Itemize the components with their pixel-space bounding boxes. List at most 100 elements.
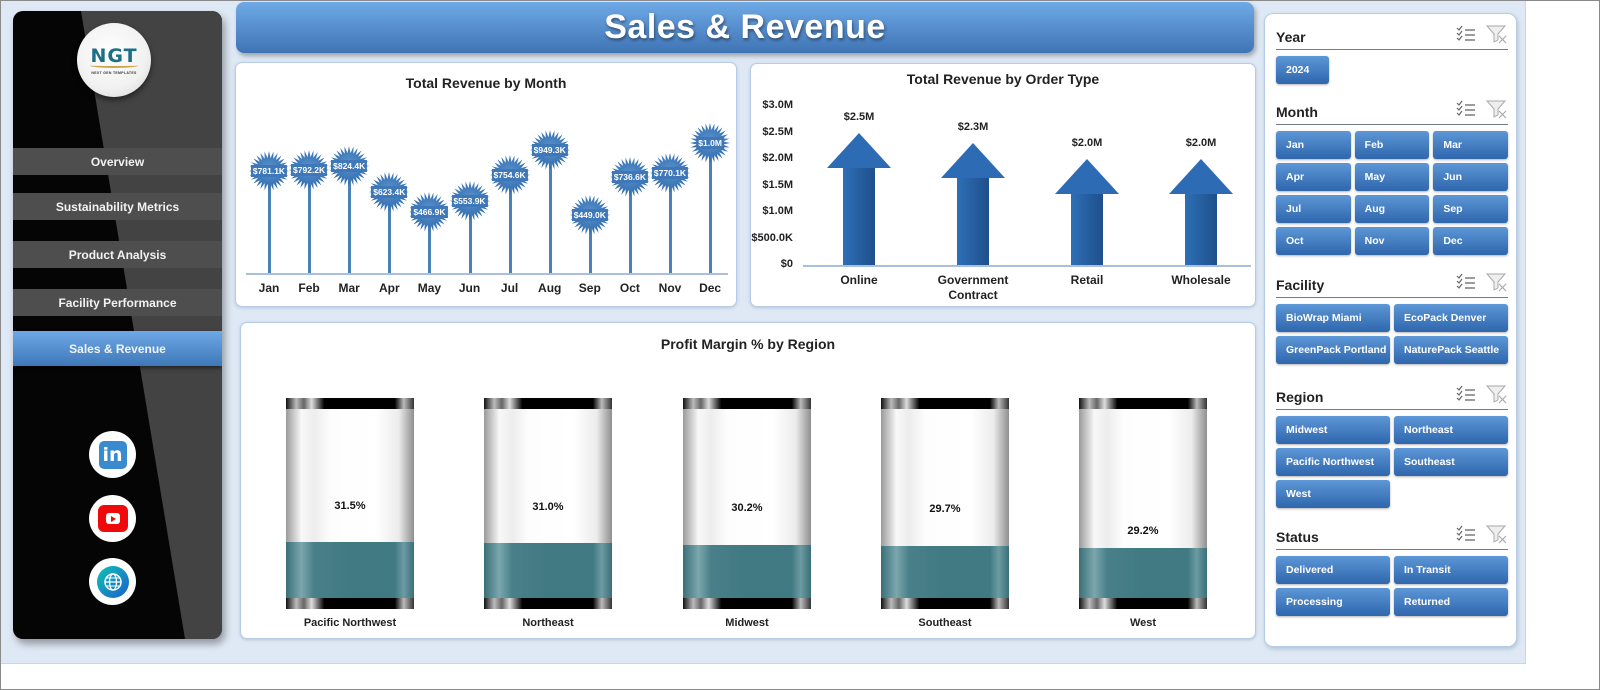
- slicer-item-west[interactable]: West: [1276, 480, 1390, 508]
- slicer-item-southeast[interactable]: Southeast: [1394, 448, 1508, 476]
- multi-select-icon[interactable]: [1456, 385, 1476, 408]
- arrow-bar-plot-area: $3.0M $2.5M $2.0M $1.5M $1.0M $500.0K $0 $2.5M O…: [751, 64, 1255, 306]
- slicer-item-processing[interactable]: Processing: [1276, 588, 1390, 616]
- profit-margin-by-region-chart: Profit Margin % by Region 31.5% Pacific N…: [240, 322, 1256, 639]
- clear-filter-icon[interactable]: [1485, 384, 1508, 409]
- sidebar-item-facility-performance[interactable]: Facility Performance: [13, 289, 222, 316]
- arrow-head-icon: [941, 143, 1005, 179]
- slicer-title: Facility: [1276, 276, 1325, 293]
- data-label: $2.0M: [1185, 137, 1217, 149]
- slicer-header: Facility: [1276, 272, 1508, 298]
- data-label: $2.5M: [843, 110, 875, 123]
- slicer-item-in-transit[interactable]: In Transit: [1394, 556, 1508, 584]
- cylinder-fill: [1079, 548, 1207, 598]
- slicer-item-aug[interactable]: Aug: [1354, 195, 1430, 223]
- slicer-item-returned[interactable]: Returned: [1394, 588, 1508, 616]
- data-label: 29.2%: [1127, 525, 1159, 537]
- y-tick-label: $2.0M: [762, 152, 793, 164]
- slicer-item-jun[interactable]: Jun: [1433, 163, 1508, 191]
- slicer-item-dec[interactable]: Dec: [1433, 227, 1508, 255]
- slicer-item-sep[interactable]: Sep: [1433, 195, 1508, 223]
- slicer-status: Status Delivered In Transit Processing Retur…: [1276, 524, 1508, 616]
- multi-select-icon[interactable]: [1456, 525, 1476, 548]
- x-tick-label: Feb: [298, 281, 320, 295]
- slicer-item-oct[interactable]: Oct: [1276, 227, 1351, 255]
- slicer-item-naturepack-seattle[interactable]: NaturePack Seattle: [1394, 336, 1508, 364]
- linkedin-button[interactable]: in: [89, 431, 136, 478]
- website-button[interactable]: [89, 558, 136, 605]
- slicer-item-midwest[interactable]: Midwest: [1276, 416, 1390, 444]
- slicer-item-biowrap-miami[interactable]: BioWrap Miami: [1276, 304, 1390, 332]
- x-tick-label: Midwest: [725, 617, 769, 629]
- x-tick-label: Jan: [258, 281, 280, 295]
- slicer-item-pacific-northwest[interactable]: Pacific Northwest: [1276, 448, 1390, 476]
- slicer-items: Midwest Northeast Pacific Northwest Southea…: [1276, 416, 1508, 508]
- slicer-item-apr[interactable]: Apr: [1276, 163, 1351, 191]
- slicer-icons: [1456, 384, 1508, 409]
- x-tick-label: Nov: [658, 281, 682, 295]
- data-label: $553.9K: [451, 194, 488, 207]
- slicer-item-greenpack-portland[interactable]: GreenPack Portland: [1276, 336, 1390, 364]
- data-label: $770.1K: [651, 166, 689, 179]
- slicer-item-feb[interactable]: Feb: [1354, 131, 1430, 159]
- x-axis-line: [803, 265, 1251, 267]
- cylinder-bar: 31.5%: [286, 398, 414, 609]
- data-label: $754.6K: [491, 168, 528, 181]
- youtube-button[interactable]: [89, 495, 136, 542]
- sidebar-item-overview[interactable]: Overview: [13, 148, 222, 175]
- slicer-icons: [1456, 524, 1508, 549]
- multi-select-icon[interactable]: [1456, 100, 1476, 123]
- arrow-head-icon: [1169, 159, 1233, 194]
- x-tick-label: Retail: [1070, 273, 1104, 287]
- slicer-item-jul[interactable]: Jul: [1276, 195, 1351, 223]
- data-label: $1.0M: [696, 137, 724, 149]
- cylinder-fill: [683, 545, 811, 598]
- slicer-year: Year 2024: [1276, 24, 1508, 84]
- slicer-item-ecopack-denver[interactable]: EcoPack Denver: [1394, 304, 1508, 332]
- clear-filter-icon[interactable]: [1485, 524, 1508, 549]
- sidebar-item-sales-revenue[interactable]: Sales & Revenue: [13, 331, 222, 366]
- sidebar-item-product-analysis[interactable]: Product Analysis: [13, 241, 222, 268]
- data-label: 29.7%: [929, 503, 961, 515]
- slicer-facility: Facility BioWrap Miami EcoPack Denver Green…: [1276, 272, 1508, 364]
- lollipop-stem: [308, 170, 312, 273]
- data-label: 31.5%: [334, 500, 366, 512]
- slicer-month: Month Jan Feb Mar Apr May Jun Jul Aug Sep Oct Nov De…: [1276, 99, 1508, 255]
- cylinder-bar: 30.2%: [683, 398, 811, 609]
- sidebar-item-sustainability-metrics[interactable]: Sustainability Metrics: [13, 193, 222, 220]
- cylinder-bar: 31.0%: [484, 398, 612, 609]
- x-tick-label: Government Contract: [937, 273, 1009, 302]
- lollipop-stem: [268, 171, 271, 273]
- x-tick-label: Apr: [378, 281, 400, 295]
- slicer-item-may[interactable]: May: [1354, 163, 1430, 191]
- x-tick-label: Pacific Northwest: [303, 617, 397, 629]
- y-tick-label: $500.0K: [751, 231, 793, 244]
- slicer-icons: [1456, 99, 1508, 124]
- slicer-item-northeast[interactable]: Northeast: [1394, 416, 1508, 444]
- slicer-header: Status: [1276, 524, 1508, 550]
- lollipop-stem: [548, 149, 552, 273]
- clear-filter-icon[interactable]: [1485, 99, 1508, 124]
- data-label: $792.2K: [291, 164, 328, 176]
- slicer-item-jan[interactable]: Jan: [1276, 131, 1351, 159]
- x-tick-label: Mar: [338, 281, 360, 295]
- slicer-item-2024[interactable]: 2024: [1276, 56, 1329, 84]
- ngt-logo: NGT NEXT GEN TEMPLATES: [77, 23, 151, 97]
- data-label: $949.3K: [531, 143, 568, 156]
- chart-title: Total Revenue by Month: [405, 75, 567, 91]
- clear-filter-icon[interactable]: [1485, 272, 1508, 297]
- cylinder-fill: [881, 546, 1009, 598]
- data-label: $781.1K: [250, 165, 288, 178]
- y-tick-label: $2.5M: [762, 125, 793, 138]
- slicer-item-nov[interactable]: Nov: [1354, 227, 1430, 255]
- slicer-item-mar[interactable]: Mar: [1433, 131, 1508, 159]
- x-tick-label: Sep: [578, 281, 601, 295]
- clear-filter-icon[interactable]: [1485, 24, 1508, 49]
- multi-select-icon[interactable]: [1456, 273, 1476, 296]
- slicer-item-delivered[interactable]: Delivered: [1276, 556, 1390, 584]
- revenue-by-order-type-chart: Total Revenue by Order Type $3.0M $2.5M $2…: [750, 63, 1256, 307]
- lollipop-stem: [348, 165, 352, 273]
- lollipop-stem: [709, 143, 713, 273]
- multi-select-icon[interactable]: [1456, 25, 1476, 48]
- cylinder-fill: [484, 543, 612, 598]
